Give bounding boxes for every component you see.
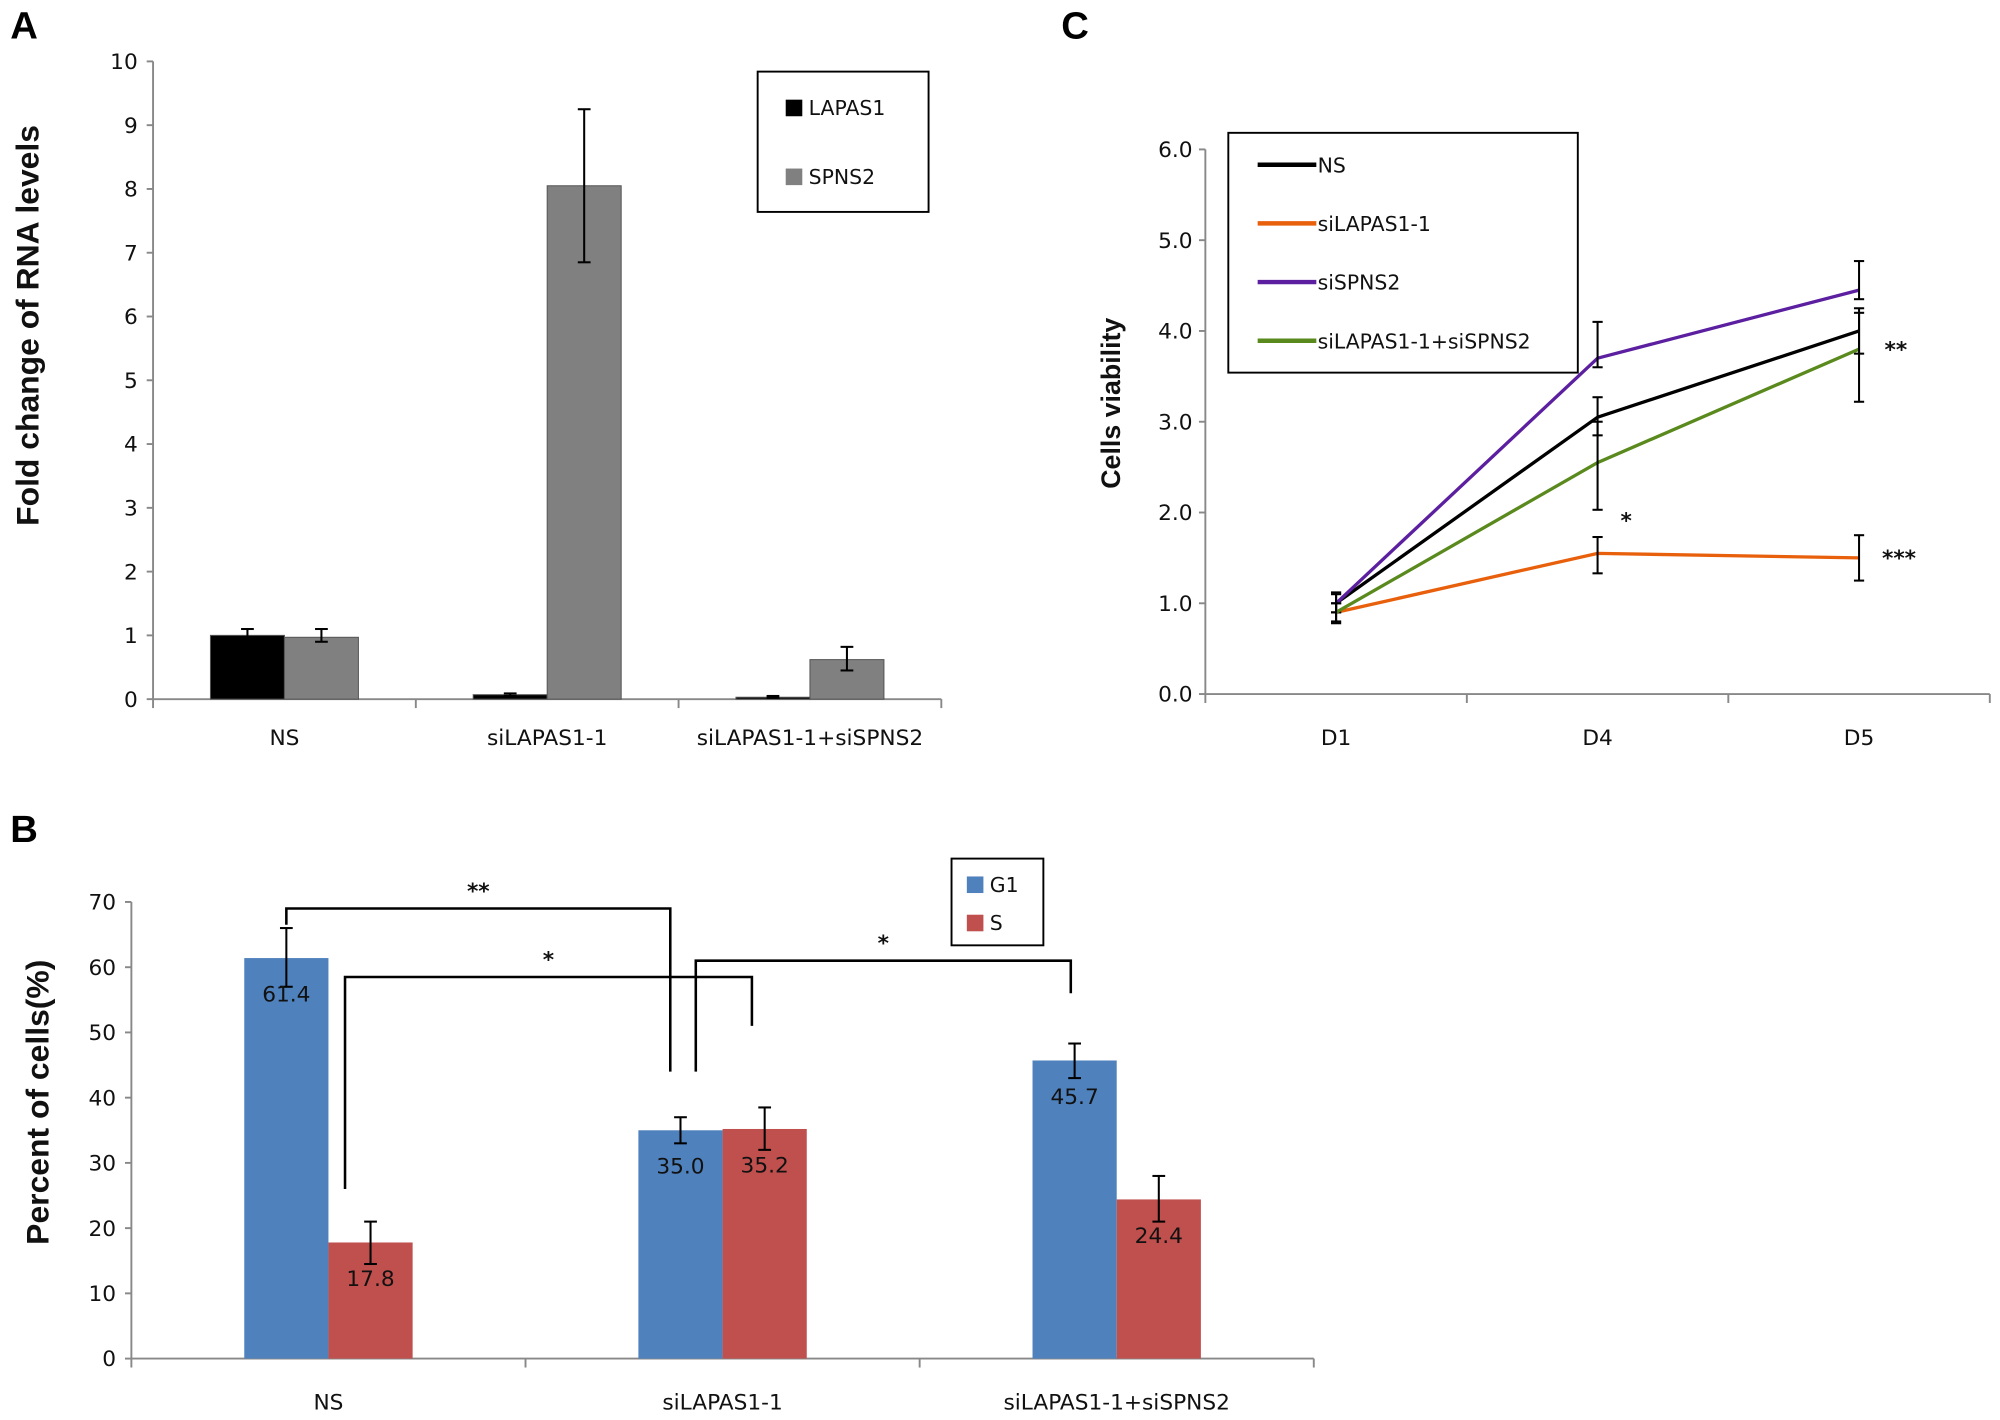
x-category-label: NS <box>313 1391 343 1416</box>
significance-bracket <box>285 907 672 1072</box>
bar-spns2 <box>546 185 622 700</box>
y-tick-label: 50 <box>88 1021 116 1046</box>
legend-label: NS <box>1318 153 1346 177</box>
bar-s <box>722 1128 807 1359</box>
bar-spns2 <box>283 636 359 700</box>
x-category-label: siLAPAS1-1 <box>662 1391 782 1416</box>
significance-asterisks: * <box>543 948 554 973</box>
y-tick-label: 3.0 <box>1158 410 1192 435</box>
legend-box <box>1227 131 1579 374</box>
y-tick-label: 4.0 <box>1158 320 1192 345</box>
y-tick-label: 2 <box>124 560 138 585</box>
y-tick-label: 30 <box>88 1152 116 1177</box>
y-tick-label: 7 <box>124 241 138 266</box>
legend-label: SPNS2 <box>809 165 875 189</box>
x-category-label: D5 <box>1844 726 1874 751</box>
y-tick-label: 0 <box>124 688 138 713</box>
panel-label-c: C <box>1061 4 1089 47</box>
legend-swatch-lapas1 <box>785 99 803 117</box>
y-tick-label: 10 <box>110 50 138 75</box>
legend-swatch-g1 <box>966 876 984 894</box>
significance-bracket <box>694 959 1073 1072</box>
significance-asterisks: * <box>878 931 889 956</box>
y-axis-label-b: Percent of cells(%) <box>19 960 55 1245</box>
data-label: 35.0 <box>656 1155 704 1180</box>
y-tick-label: 1 <box>124 624 138 649</box>
y-tick-label: 6.0 <box>1158 138 1192 163</box>
y-tick-label: 8 <box>124 178 138 203</box>
panel-c-cell-viability-chart: C Cells viability 0.0 1.0 2.0 3.0 4.0 5.0 6.0 D… <box>1061 4 1991 751</box>
legend-label: G1 <box>990 873 1019 897</box>
y-tick-label: 70 <box>88 891 116 916</box>
y-tick-label: 20 <box>88 1217 116 1242</box>
y-tick-label: 5.0 <box>1158 229 1192 254</box>
y-tick-label: 0.0 <box>1158 683 1192 708</box>
y-tick-label: 60 <box>88 956 116 981</box>
legend-label: LAPAS1 <box>809 96 886 120</box>
y-tick-label: 1.0 <box>1158 592 1192 617</box>
data-label: 24.4 <box>1135 1224 1183 1249</box>
y-tick-label: 5 <box>124 369 138 394</box>
significance-bracket <box>343 975 754 1189</box>
data-label: 17.8 <box>346 1267 394 1292</box>
y-tick-label: 9 <box>124 114 138 139</box>
x-category-label: D1 <box>1321 726 1351 751</box>
legend-box <box>756 70 930 213</box>
y-tick-label: 4 <box>124 433 138 458</box>
x-category-label: siLAPAS1-1+siSPNS2 <box>1003 1391 1229 1416</box>
legend-swatch-spns2 <box>785 168 803 186</box>
significance-asterisks: *** <box>1882 547 1916 572</box>
y-tick-label: 3 <box>124 496 138 521</box>
legend-label: S <box>990 911 1003 935</box>
significance-asterisks: ** <box>467 879 490 904</box>
bar-g1 <box>244 958 329 1359</box>
legend-swatch-s <box>966 914 984 932</box>
y-tick-label: 2.0 <box>1158 501 1192 526</box>
bar-lapas1 <box>209 634 285 700</box>
x-category-label: siLAPAS1-1+siSPNS2 <box>697 726 923 751</box>
data-label: 35.2 <box>741 1153 789 1178</box>
x-category-label: siLAPAS1-1 <box>487 726 607 751</box>
panel-label-a: A <box>10 4 38 47</box>
panel-label-b: B <box>10 808 38 851</box>
legend-label: siLAPAS1-1+siSPNS2 <box>1318 329 1531 353</box>
bar-g1 <box>1032 1060 1117 1359</box>
y-tick-label: 0 <box>102 1347 116 1372</box>
bar-s <box>1116 1199 1201 1359</box>
significance-asterisks: * <box>1621 509 1632 534</box>
data-label: 45.7 <box>1050 1085 1098 1110</box>
panel-b-cell-cycle-chart: B Percent of cells(%) 0 10 20 30 40 50 60 70 NS s… <box>10 808 1315 1416</box>
y-tick-label: 6 <box>124 305 138 330</box>
panel-a-rna-fold-change-chart: A Fold change of RNA levels 0 1 2 3 4 5 6 7 8 9 10… <box>9 4 943 751</box>
x-category-label: NS <box>269 726 299 751</box>
y-axis-label-c: Cells viability <box>1096 318 1126 489</box>
bar-g1 <box>638 1130 723 1359</box>
y-tick-label: 10 <box>88 1282 116 1307</box>
legend-label: siLAPAS1-1 <box>1318 212 1431 236</box>
y-axis-label-a: Fold change of RNA levels <box>9 125 45 526</box>
x-category-label: D4 <box>1582 726 1612 751</box>
legend-label: siSPNS2 <box>1318 271 1401 295</box>
data-label: 61.4 <box>262 982 310 1007</box>
significance-asterisks: ** <box>1885 338 1908 363</box>
y-tick-label: 40 <box>88 1086 116 1111</box>
